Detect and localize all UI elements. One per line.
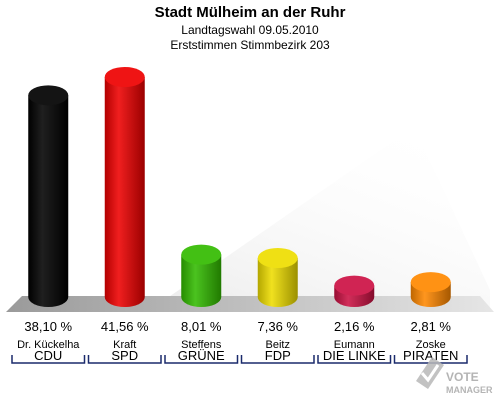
party-label-fdp: FDP <box>265 348 291 363</box>
party-label-piraten: PIRATEN <box>403 348 458 363</box>
party-label-gr-ne: GRÜNE <box>178 348 225 363</box>
bar-gr-ne <box>181 244 222 307</box>
bar-top-piraten <box>410 272 451 293</box>
logo-text-manager: MANAGER <box>446 385 493 395</box>
chart-subtitle-district: Erststimmen Stimmbezirk 203 <box>170 38 330 52</box>
candidate-label-cdu: Dr. Kückelha <box>17 339 80 351</box>
bar-piraten <box>410 272 451 307</box>
logo-text-vote: VOTE <box>446 370 479 384</box>
party-bracket-gr-ne <box>164 355 239 364</box>
candidate-label-piraten: Zoske <box>416 339 446 351</box>
votemanager-logo: VOTE MANAGER <box>416 357 493 395</box>
value-label-piraten: 2,81 % <box>411 319 452 334</box>
party-bracket-cdu <box>11 355 86 364</box>
party-label-die-linke: DIE LINKE <box>323 348 386 363</box>
value-label-cdu: 38,10 % <box>24 319 72 334</box>
chart-subtitle-election: Landtagswahl 09.05.2010 <box>181 23 319 37</box>
bar-body-spd <box>104 77 145 307</box>
bar-body-cdu <box>28 95 69 307</box>
ballot-check-icon <box>416 357 444 389</box>
value-label-gr-ne: 8,01 % <box>181 319 222 334</box>
bar-spd <box>104 67 145 307</box>
party-bracket-die-linke <box>317 355 392 364</box>
party-label-cdu: CDU <box>34 348 62 363</box>
bar-top-spd <box>104 67 145 87</box>
backdrop-shadow <box>40 140 490 310</box>
bar-body-fdp <box>257 258 298 307</box>
candidate-label-spd: Kraft <box>113 339 136 351</box>
party-bracket-fdp <box>240 355 315 364</box>
candidate-label-fdp: Beitz <box>266 339 290 351</box>
bar-top-die-linke <box>334 275 375 296</box>
bar-top-fdp <box>257 248 298 269</box>
bar-die-linke <box>334 275 375 307</box>
candidate-label-die-linke: Eumann <box>334 339 375 351</box>
bar-fdp <box>257 248 298 307</box>
value-label-die-linke: 2,16 % <box>334 319 375 334</box>
party-label-spd: SPD <box>111 348 138 363</box>
bar-top-cdu <box>28 85 69 106</box>
bar-body-gr-ne <box>181 254 222 307</box>
value-label-fdp: 7,36 % <box>258 319 299 334</box>
party-bracket-spd <box>87 355 162 364</box>
candidate-label-gr-ne: Steffens <box>181 339 222 351</box>
value-label-spd: 41,56 % <box>101 319 149 334</box>
bar-top-gr-ne <box>181 244 222 265</box>
chart-title: Stadt Mülheim an der Ruhr <box>155 4 346 21</box>
bar-cdu <box>28 85 69 307</box>
